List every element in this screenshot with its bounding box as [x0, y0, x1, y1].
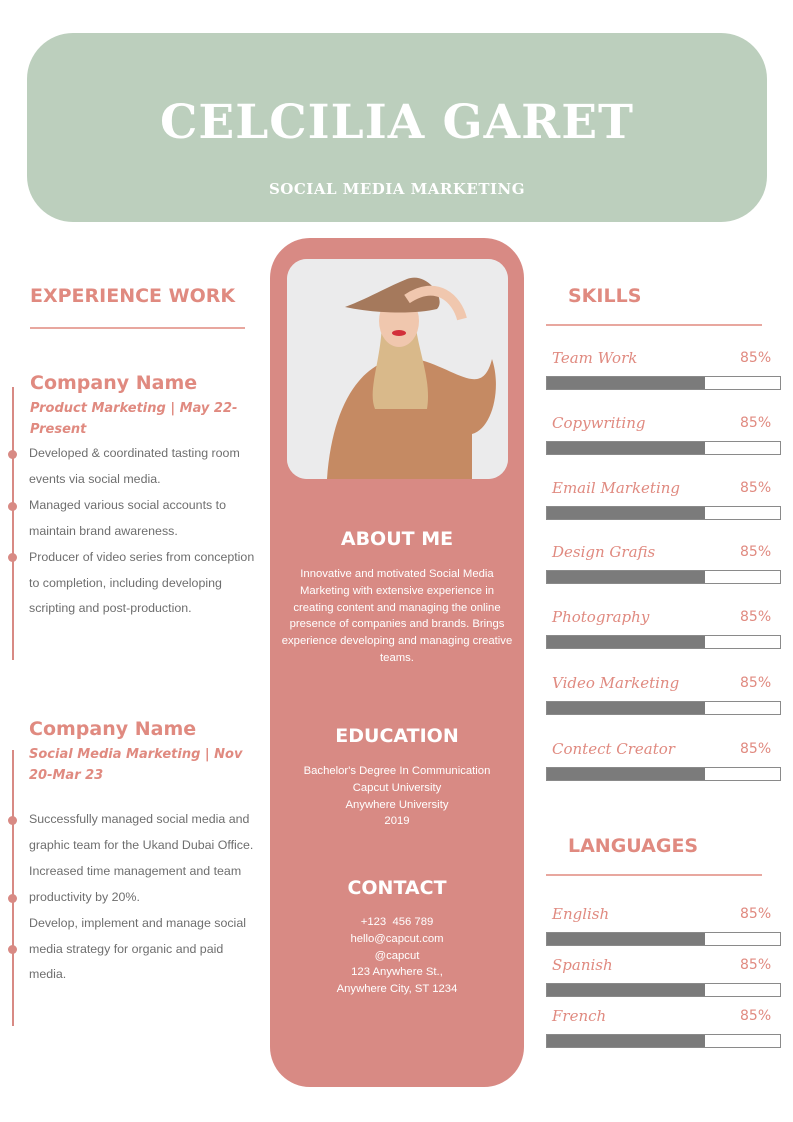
skill-progress-bar — [546, 766, 781, 781]
skill-percent: 85% — [740, 544, 772, 561]
skill-progress-fill — [547, 377, 706, 389]
language-progress-fill — [547, 933, 706, 945]
skill-label: Email Marketing — [552, 478, 681, 497]
language-progress-fill — [547, 984, 706, 996]
contact-details: +123 456 789 hello@capcut.com @capcut 12… — [280, 914, 514, 998]
bullet-item: Managed various social accounts to maint… — [29, 497, 226, 538]
skill-label: Team Work — [552, 349, 638, 367]
divider — [546, 324, 762, 326]
skill-progress-bar — [546, 700, 781, 715]
job-position: Product Marketing | May 22-Present — [30, 401, 238, 437]
divider — [30, 327, 245, 329]
language-percent: 85% — [740, 1008, 772, 1024]
skill-label: Copywriting — [552, 413, 646, 432]
timeline-line — [12, 750, 14, 1026]
company-name: Company Name — [30, 372, 198, 394]
language-label: French — [552, 1007, 607, 1025]
skill-progress-bar — [546, 635, 781, 650]
bullet-item: Develop, implement and manage social med… — [29, 915, 246, 982]
profile-photo — [287, 259, 508, 479]
language-progress-bar — [546, 932, 781, 946]
job-bullets: Successfully managed social media and gr… — [29, 807, 254, 988]
about-heading: ABOUT ME — [340, 528, 454, 550]
graduation-year: 2019 — [384, 815, 410, 828]
skill-percent: 85% — [740, 479, 772, 496]
about-text: Innovative and motivated Social Media Ma… — [281, 568, 513, 664]
timeline-line — [12, 387, 14, 660]
bullet-item: Producer of video series from conception… — [29, 549, 255, 616]
skill-progress-fill — [547, 701, 706, 714]
education-details: Bachelor's Degree In Communication Capcu… — [280, 763, 514, 830]
university: Capcut University — [352, 781, 442, 794]
language-progress-bar — [546, 1034, 781, 1048]
bullet-dot — [8, 502, 17, 511]
language-label: Spanish — [552, 956, 613, 974]
bullet-dot — [8, 945, 17, 954]
profile-card: ABOUT ME Innovative and motivated Social… — [270, 238, 524, 1087]
skill-progress-bar — [546, 376, 781, 390]
skill-label: Photography — [552, 608, 650, 627]
skill-percent: 85% — [740, 609, 772, 626]
skill-progress-bar — [546, 440, 781, 455]
skill-percent: 85% — [740, 674, 772, 691]
language-progress-fill — [547, 1035, 706, 1047]
university-location: Anywhere University — [345, 798, 449, 811]
experience-heading: EXPERIENCE WORK — [30, 285, 236, 307]
skill-progress-bar — [546, 505, 781, 520]
job-position: Social Media Marketing | Nov 20-Mar 23 — [29, 747, 243, 783]
skill-progress-bar — [546, 570, 781, 585]
phone: +123 456 789 — [360, 916, 434, 928]
skill-percent: 85% — [740, 350, 772, 366]
bullet-dot — [8, 553, 17, 562]
candidate-role: SOCIAL MEDIA MARKETING — [268, 180, 526, 198]
bullet-item: Increased time management and team produ… — [29, 863, 242, 904]
skill-progress-fill — [547, 571, 706, 584]
skill-label: Video Marketing — [552, 673, 680, 692]
bullet-dot — [8, 816, 17, 825]
language-percent: 85% — [740, 906, 772, 922]
bullet-dot — [8, 450, 17, 459]
skill-progress-fill — [547, 506, 706, 519]
bullet-item: Developed & coordinated tasting room eve… — [29, 446, 240, 486]
languages-heading: LANGUAGES — [568, 835, 699, 857]
skill-percent: 85% — [740, 740, 772, 757]
skill-progress-fill — [547, 441, 706, 454]
job-bullets: Developed & coordinated tasting room eve… — [29, 441, 259, 622]
address-line-1: 123 Anywhere St., — [351, 966, 443, 979]
bullet-item: Successfully managed social media and gr… — [29, 812, 254, 852]
candidate-name: CELCILIA GARET — [160, 95, 634, 150]
education-heading: EDUCATION — [335, 725, 459, 747]
skill-label: Design Grafis — [552, 543, 656, 562]
social-handle: @capcut — [374, 949, 420, 962]
degree: Bachelor's Degree In Communication — [303, 765, 491, 777]
skill-percent: 85% — [740, 414, 772, 431]
divider — [546, 874, 762, 876]
skill-label: Contect Creator — [552, 739, 675, 758]
contact-heading: CONTACT — [347, 877, 447, 899]
skills-heading: SKILLS — [568, 285, 642, 307]
company-name: Company Name — [29, 718, 197, 740]
address-line-2: Anywhere City, ST 1234 — [336, 983, 458, 996]
skill-progress-fill — [547, 767, 706, 780]
email: hello@capcut.com — [350, 932, 444, 945]
header-banner: CELCILIA GARET SOCIAL MEDIA MARKETING — [27, 33, 767, 222]
bullet-dot — [8, 894, 17, 903]
language-progress-bar — [546, 983, 781, 997]
language-label: English — [552, 905, 610, 923]
skill-progress-fill — [547, 636, 706, 649]
language-percent: 85% — [740, 957, 772, 973]
